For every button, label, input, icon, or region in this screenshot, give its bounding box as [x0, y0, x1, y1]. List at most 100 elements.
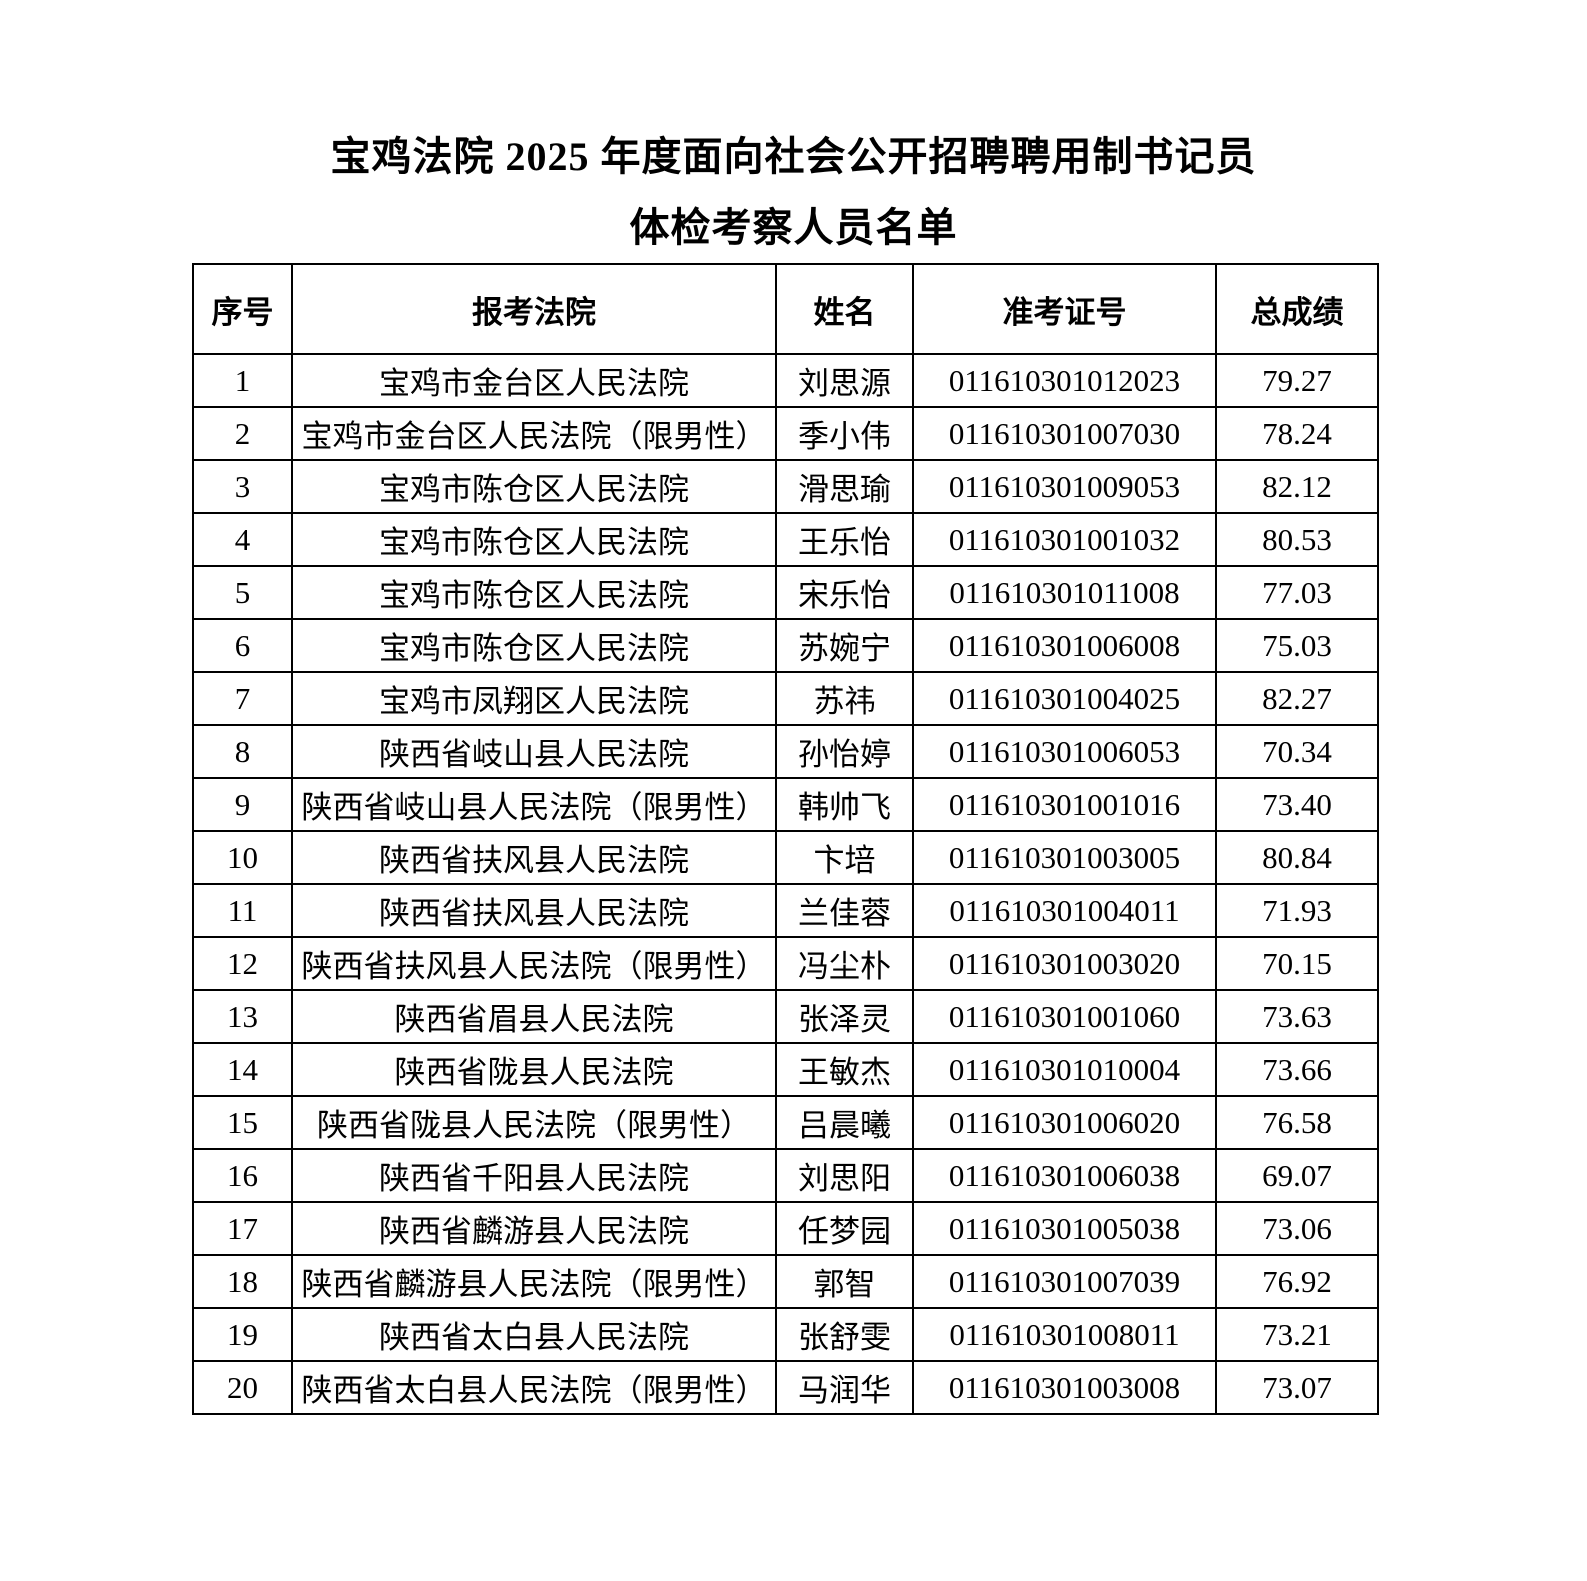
table-row: 13 陕西省眉县人民法院 张泽灵 011610301001060 73.63 [192, 989, 1379, 1044]
name-cell: 郭智 [775, 1254, 914, 1309]
table-row: 7 宝鸡市凤翔区人民法院 苏祎 011610301004025 82.27 [192, 671, 1379, 726]
name-cell: 季小伟 [775, 406, 914, 461]
name-cell: 刘思阳 [775, 1148, 914, 1203]
name-cell: 王乐怡 [775, 512, 914, 567]
total-score-cell: 80.53 [1215, 512, 1379, 567]
serial-number-cell: 20 [192, 1360, 293, 1415]
name-cell: 卞培 [775, 830, 914, 885]
table-row: 3 宝鸡市陈仓区人民法院 滑思瑜 011610301009053 82.12 [192, 459, 1379, 514]
serial-number-cell: 13 [192, 989, 293, 1044]
table-row: 20 陕西省太白县人民法院（限男性） 马润华 011610301003008 73.07 [192, 1360, 1379, 1415]
total-score-cell: 82.27 [1215, 671, 1379, 726]
court-applied-cell: 陕西省扶风县人民法院 [291, 830, 777, 885]
serial-number-cell: 15 [192, 1095, 293, 1150]
court-applied-cell: 陕西省陇县人民法院 [291, 1042, 777, 1097]
name-cell: 韩帅飞 [775, 777, 914, 832]
header-serial-number: 序号 [192, 263, 293, 355]
serial-number-cell: 6 [192, 618, 293, 673]
name-cell: 张泽灵 [775, 989, 914, 1044]
serial-number-cell: 8 [192, 724, 293, 779]
name-cell: 吕晨曦 [775, 1095, 914, 1150]
table-row: 2 宝鸡市金台区人民法院（限男性） 季小伟 011610301007030 78.24 [192, 406, 1379, 461]
ticket-number-cell: 011610301003005 [912, 830, 1217, 885]
ticket-number-cell: 011610301012023 [912, 353, 1217, 408]
ticket-number-cell: 011610301010004 [912, 1042, 1217, 1097]
court-applied-cell: 宝鸡市凤翔区人民法院 [291, 671, 777, 726]
serial-number-cell: 2 [192, 406, 293, 461]
total-score-cell: 73.40 [1215, 777, 1379, 832]
table-row: 15 陕西省陇县人民法院（限男性） 吕晨曦 011610301006020 76.58 [192, 1095, 1379, 1150]
total-score-cell: 76.92 [1215, 1254, 1379, 1309]
name-cell: 刘思源 [775, 353, 914, 408]
name-cell: 孙怡婷 [775, 724, 914, 779]
total-score-cell: 80.84 [1215, 830, 1379, 885]
table-row: 1 宝鸡市金台区人民法院 刘思源 011610301012023 79.27 [192, 353, 1379, 408]
ticket-number-cell: 011610301007039 [912, 1254, 1217, 1309]
total-score-cell: 71.93 [1215, 883, 1379, 938]
table-row: 6 宝鸡市陈仓区人民法院 苏婉宁 011610301006008 75.03 [192, 618, 1379, 673]
table-row: 11 陕西省扶风县人民法院 兰佳蓉 011610301004011 71.93 [192, 883, 1379, 938]
court-applied-cell: 陕西省岐山县人民法院（限男性） [291, 777, 777, 832]
document-title-line1: 宝鸡法院 2025 年度面向社会公开招聘聘用制书记员 [330, 134, 1257, 179]
total-score-cell: 75.03 [1215, 618, 1379, 673]
court-applied-cell: 陕西省扶风县人民法院 [291, 883, 777, 938]
table-header-row: 序号 报考法院 姓名 准考证号 总成绩 [192, 263, 1379, 355]
total-score-cell: 73.07 [1215, 1360, 1379, 1415]
serial-number-cell: 19 [192, 1307, 293, 1362]
table-row: 9 陕西省岐山县人民法院（限男性） 韩帅飞 011610301001016 73.40 [192, 777, 1379, 832]
ticket-number-cell: 011610301006020 [912, 1095, 1217, 1150]
court-applied-cell: 陕西省麟游县人民法院（限男性） [291, 1254, 777, 1309]
court-applied-cell: 陕西省太白县人民法院 [291, 1307, 777, 1362]
court-applied-cell: 陕西省岐山县人民法院 [291, 724, 777, 779]
ticket-number-cell: 011610301001016 [912, 777, 1217, 832]
court-applied-cell: 宝鸡市金台区人民法院 [291, 353, 777, 408]
document-title: 宝鸡法院 2025 年度面向社会公开招聘聘用制书记员 体检考察人员名单 [0, 0, 1587, 263]
total-score-cell: 76.58 [1215, 1095, 1379, 1150]
total-score-cell: 73.66 [1215, 1042, 1379, 1097]
court-applied-cell: 陕西省太白县人民法院（限男性） [291, 1360, 777, 1415]
name-cell: 马润华 [775, 1360, 914, 1415]
header-court-applied: 报考法院 [291, 263, 777, 355]
table-row: 18 陕西省麟游县人民法院（限男性） 郭智 011610301007039 76.92 [192, 1254, 1379, 1309]
table-row: 8 陕西省岐山县人民法院 孙怡婷 011610301006053 70.34 [192, 724, 1379, 779]
header-ticket-number: 准考证号 [912, 263, 1217, 355]
table-row: 16 陕西省千阳县人民法院 刘思阳 011610301006038 69.07 [192, 1148, 1379, 1203]
name-cell: 滑思瑜 [775, 459, 914, 514]
ticket-number-cell: 011610301005038 [912, 1201, 1217, 1256]
ticket-number-cell: 011610301006053 [912, 724, 1217, 779]
table-row: 5 宝鸡市陈仓区人民法院 宋乐怡 011610301011008 77.03 [192, 565, 1379, 620]
court-applied-cell: 宝鸡市陈仓区人民法院 [291, 565, 777, 620]
court-applied-cell: 宝鸡市陈仓区人民法院 [291, 512, 777, 567]
header-total-score: 总成绩 [1215, 263, 1379, 355]
total-score-cell: 82.12 [1215, 459, 1379, 514]
name-cell: 兰佳蓉 [775, 883, 914, 938]
ticket-number-cell: 011610301006008 [912, 618, 1217, 673]
header-name: 姓名 [775, 263, 914, 355]
document-title-line2: 体检考察人员名单 [629, 205, 958, 250]
serial-number-cell: 5 [192, 565, 293, 620]
serial-number-cell: 12 [192, 936, 293, 991]
table-row: 14 陕西省陇县人民法院 王敏杰 011610301010004 73.66 [192, 1042, 1379, 1097]
court-applied-cell: 陕西省扶风县人民法院（限男性） [291, 936, 777, 991]
serial-number-cell: 18 [192, 1254, 293, 1309]
serial-number-cell: 14 [192, 1042, 293, 1097]
table-row: 4 宝鸡市陈仓区人民法院 王乐怡 011610301001032 80.53 [192, 512, 1379, 567]
table-row: 12 陕西省扶风县人民法院（限男性） 冯尘朴 011610301003020 70.15 [192, 936, 1379, 991]
total-score-cell: 77.03 [1215, 565, 1379, 620]
total-score-cell: 73.63 [1215, 989, 1379, 1044]
table-row: 19 陕西省太白县人民法院 张舒雯 011610301008011 73.21 [192, 1307, 1379, 1362]
total-score-cell: 69.07 [1215, 1148, 1379, 1203]
name-cell: 苏婉宁 [775, 618, 914, 673]
serial-number-cell: 1 [192, 353, 293, 408]
table-row: 17 陕西省麟游县人民法院 任梦园 011610301005038 73.06 [192, 1201, 1379, 1256]
ticket-number-cell: 011610301001032 [912, 512, 1217, 567]
ticket-number-cell: 011610301007030 [912, 406, 1217, 461]
serial-number-cell: 9 [192, 777, 293, 832]
court-applied-cell: 宝鸡市陈仓区人民法院 [291, 459, 777, 514]
ticket-number-cell: 011610301006038 [912, 1148, 1217, 1203]
name-cell: 任梦园 [775, 1201, 914, 1256]
court-applied-cell: 陕西省千阳县人民法院 [291, 1148, 777, 1203]
total-score-cell: 73.06 [1215, 1201, 1379, 1256]
serial-number-cell: 7 [192, 671, 293, 726]
serial-number-cell: 11 [192, 883, 293, 938]
